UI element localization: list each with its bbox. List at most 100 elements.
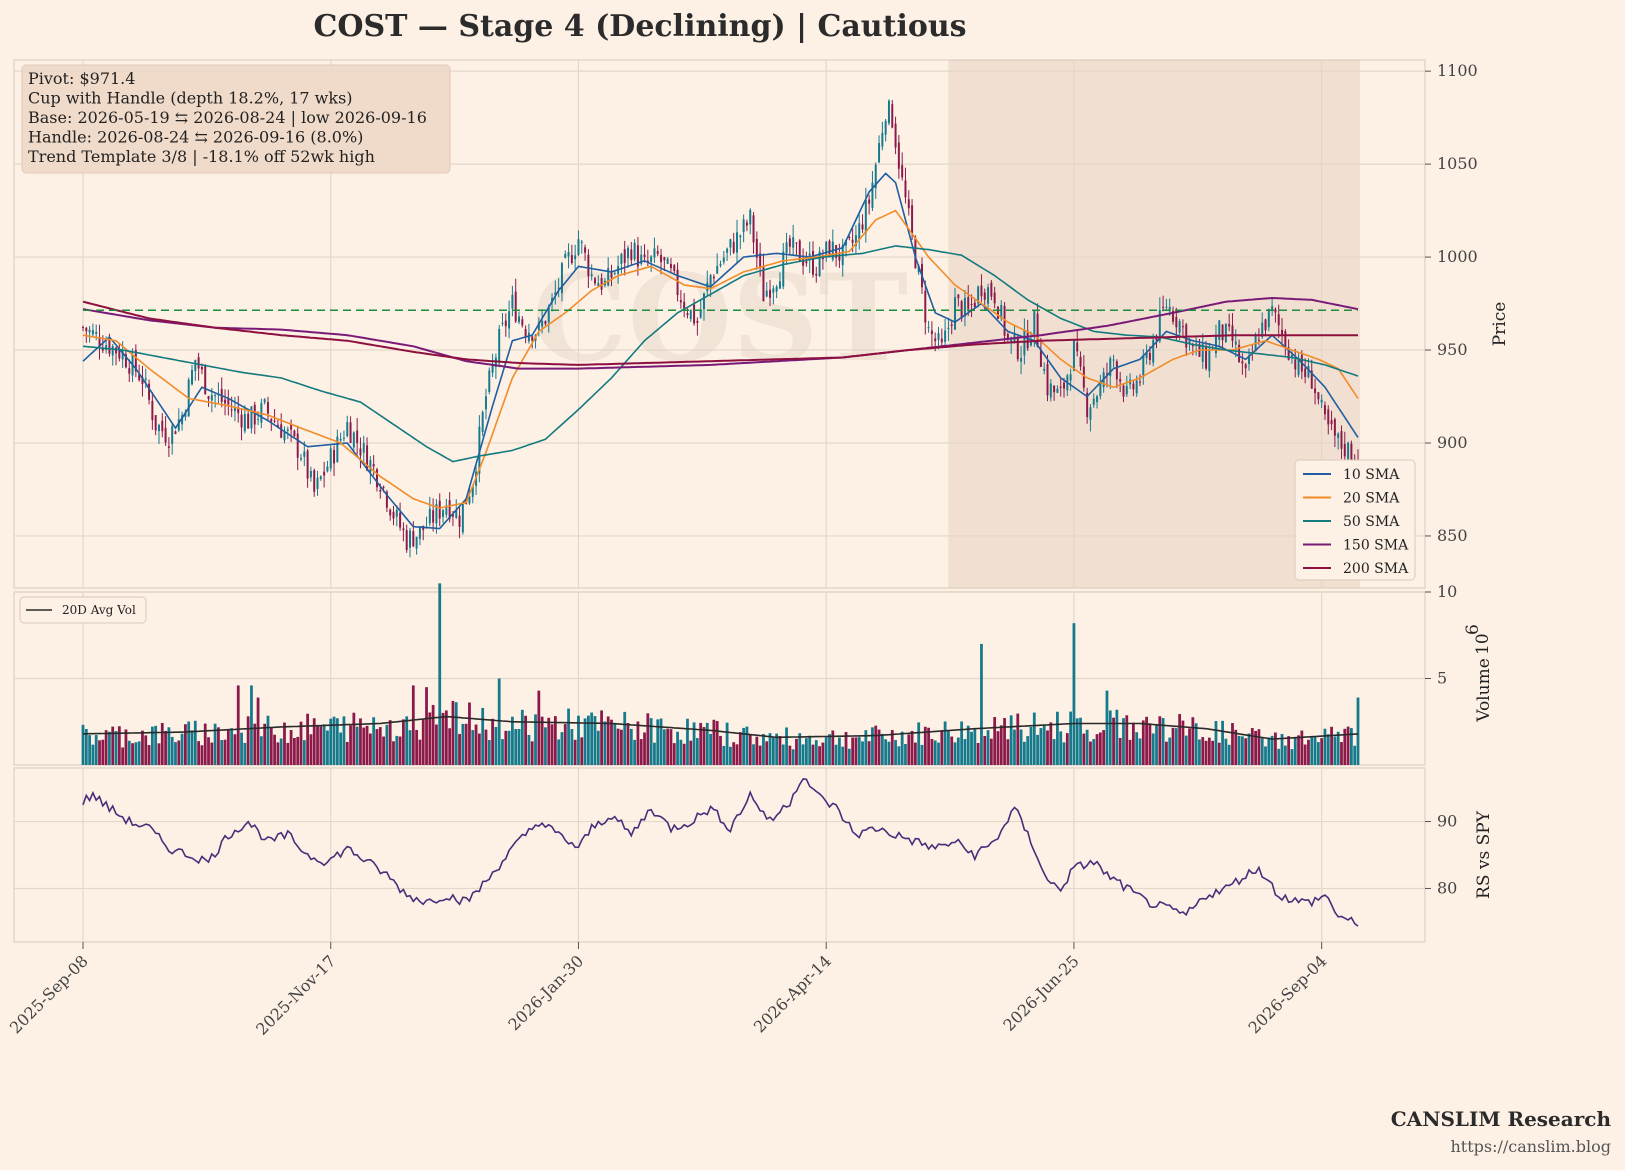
- candle-body: [574, 255, 577, 260]
- candle-body: [627, 247, 630, 259]
- candle-body: [1340, 431, 1343, 449]
- volume-bar: [1155, 723, 1158, 765]
- volume-bar: [1046, 730, 1049, 765]
- candle-body: [108, 339, 111, 354]
- volume-bar: [1128, 739, 1132, 765]
- candle-body: [636, 245, 639, 267]
- candle-body: [643, 254, 646, 258]
- volume-bar: [283, 722, 286, 765]
- volume-bar: [213, 723, 217, 765]
- price-frame: [13, 59, 1426, 589]
- candle-body: [1039, 349, 1042, 367]
- volume-bar: [1095, 734, 1099, 765]
- volume-bar: [240, 732, 243, 765]
- volume-bar: [408, 730, 412, 765]
- volume-bar: [695, 738, 699, 765]
- candle-body: [934, 338, 937, 342]
- candle-body: [676, 269, 679, 296]
- volume-bar: [745, 726, 749, 765]
- volume-bar: [1016, 713, 1020, 765]
- volume-bar: [154, 725, 158, 765]
- candle-body: [1132, 383, 1135, 390]
- candle-body: [1135, 380, 1138, 394]
- volume-tick-label: 10: [1437, 582, 1457, 601]
- shaded-region: [948, 60, 1360, 588]
- candle-body: [326, 466, 329, 472]
- candle-body: [1049, 383, 1052, 398]
- rs-tick-label: 90: [1437, 812, 1457, 831]
- candle-body: [329, 448, 332, 469]
- volume-bar: [101, 739, 105, 765]
- candle-body: [1350, 443, 1353, 461]
- volume-bar: [692, 722, 696, 765]
- volume-bar: [1343, 728, 1347, 765]
- candle-body: [1284, 331, 1287, 348]
- volume-bar: [1135, 732, 1139, 765]
- candle-body: [290, 424, 293, 430]
- candle-body: [399, 512, 402, 528]
- candle-body: [755, 238, 758, 258]
- volume-bar: [1145, 716, 1148, 765]
- volume-bar: [1224, 738, 1228, 765]
- candle-body: [709, 275, 712, 286]
- candle-body: [455, 510, 458, 518]
- candle-body: [567, 251, 570, 257]
- candle-body: [1063, 382, 1066, 389]
- volume-bar: [1042, 725, 1046, 765]
- volume-bar: [1131, 722, 1135, 765]
- volume-bar: [319, 726, 323, 765]
- legend-label: 150 SMA: [1343, 538, 1409, 554]
- candle-body: [313, 470, 316, 492]
- volume-bar: [976, 742, 980, 765]
- volume-bar: [1125, 715, 1129, 765]
- volume-bar: [259, 736, 263, 765]
- volume-bar: [1350, 728, 1353, 765]
- info-line: Trend Template 3/8 | -18.1% off 52wk hig…: [28, 147, 375, 166]
- volume-bar: [451, 700, 455, 765]
- volume-bar: [1297, 735, 1300, 765]
- volume-bar: [91, 744, 95, 765]
- volume-bar: [1244, 738, 1248, 765]
- candle-body: [1079, 356, 1082, 367]
- candle-body: [1115, 361, 1118, 380]
- volume-bar: [464, 723, 468, 765]
- x-axis: 2025-Sep-08 2025-Nov-17 2026-Jan-30 2026-Ap…: [6, 942, 1330, 1039]
- volume-bar: [1052, 739, 1056, 765]
- volume-bar: [996, 731, 1000, 765]
- candle-body: [613, 272, 616, 274]
- volume-bar: [1072, 623, 1076, 765]
- candle-body: [88, 329, 91, 333]
- volume-bar: [907, 734, 911, 765]
- volume-bar: [999, 725, 1003, 765]
- volume-bar: [808, 735, 812, 765]
- volume-bar: [620, 729, 623, 765]
- candle-body: [904, 180, 907, 198]
- price-panel: COST 850 900 950 1000 1050 1100 Price Pivot: $97…: [13, 59, 1510, 589]
- footer-brand: CANSLIM Research: [1391, 1107, 1612, 1131]
- 50-sma-line: [82, 245, 1359, 463]
- candle-body: [864, 199, 867, 233]
- candle-body: [504, 320, 507, 327]
- candle-body: [1003, 305, 1006, 336]
- 10-sma-line: [82, 172, 1359, 530]
- candle-body: [1294, 359, 1297, 370]
- volume-bar: [709, 733, 712, 765]
- volume-bar: [686, 718, 689, 765]
- candle-body: [359, 448, 362, 456]
- volume-bar: [233, 734, 237, 765]
- candle-body: [878, 143, 881, 163]
- candle-body: [214, 395, 217, 397]
- candle-body: [577, 239, 580, 255]
- volume-bar: [418, 739, 422, 765]
- volume-bar: [177, 740, 181, 765]
- volume-bar: [623, 711, 627, 765]
- candle-body: [154, 415, 157, 431]
- volume-bar: [583, 718, 587, 765]
- candle-body: [653, 248, 656, 258]
- candle-body: [1096, 396, 1099, 403]
- volume-bar: [342, 716, 346, 765]
- candle-body: [1281, 329, 1284, 335]
- volume-bar: [748, 734, 752, 765]
- volume-bar: [1092, 739, 1096, 765]
- volume-bar: [421, 719, 425, 765]
